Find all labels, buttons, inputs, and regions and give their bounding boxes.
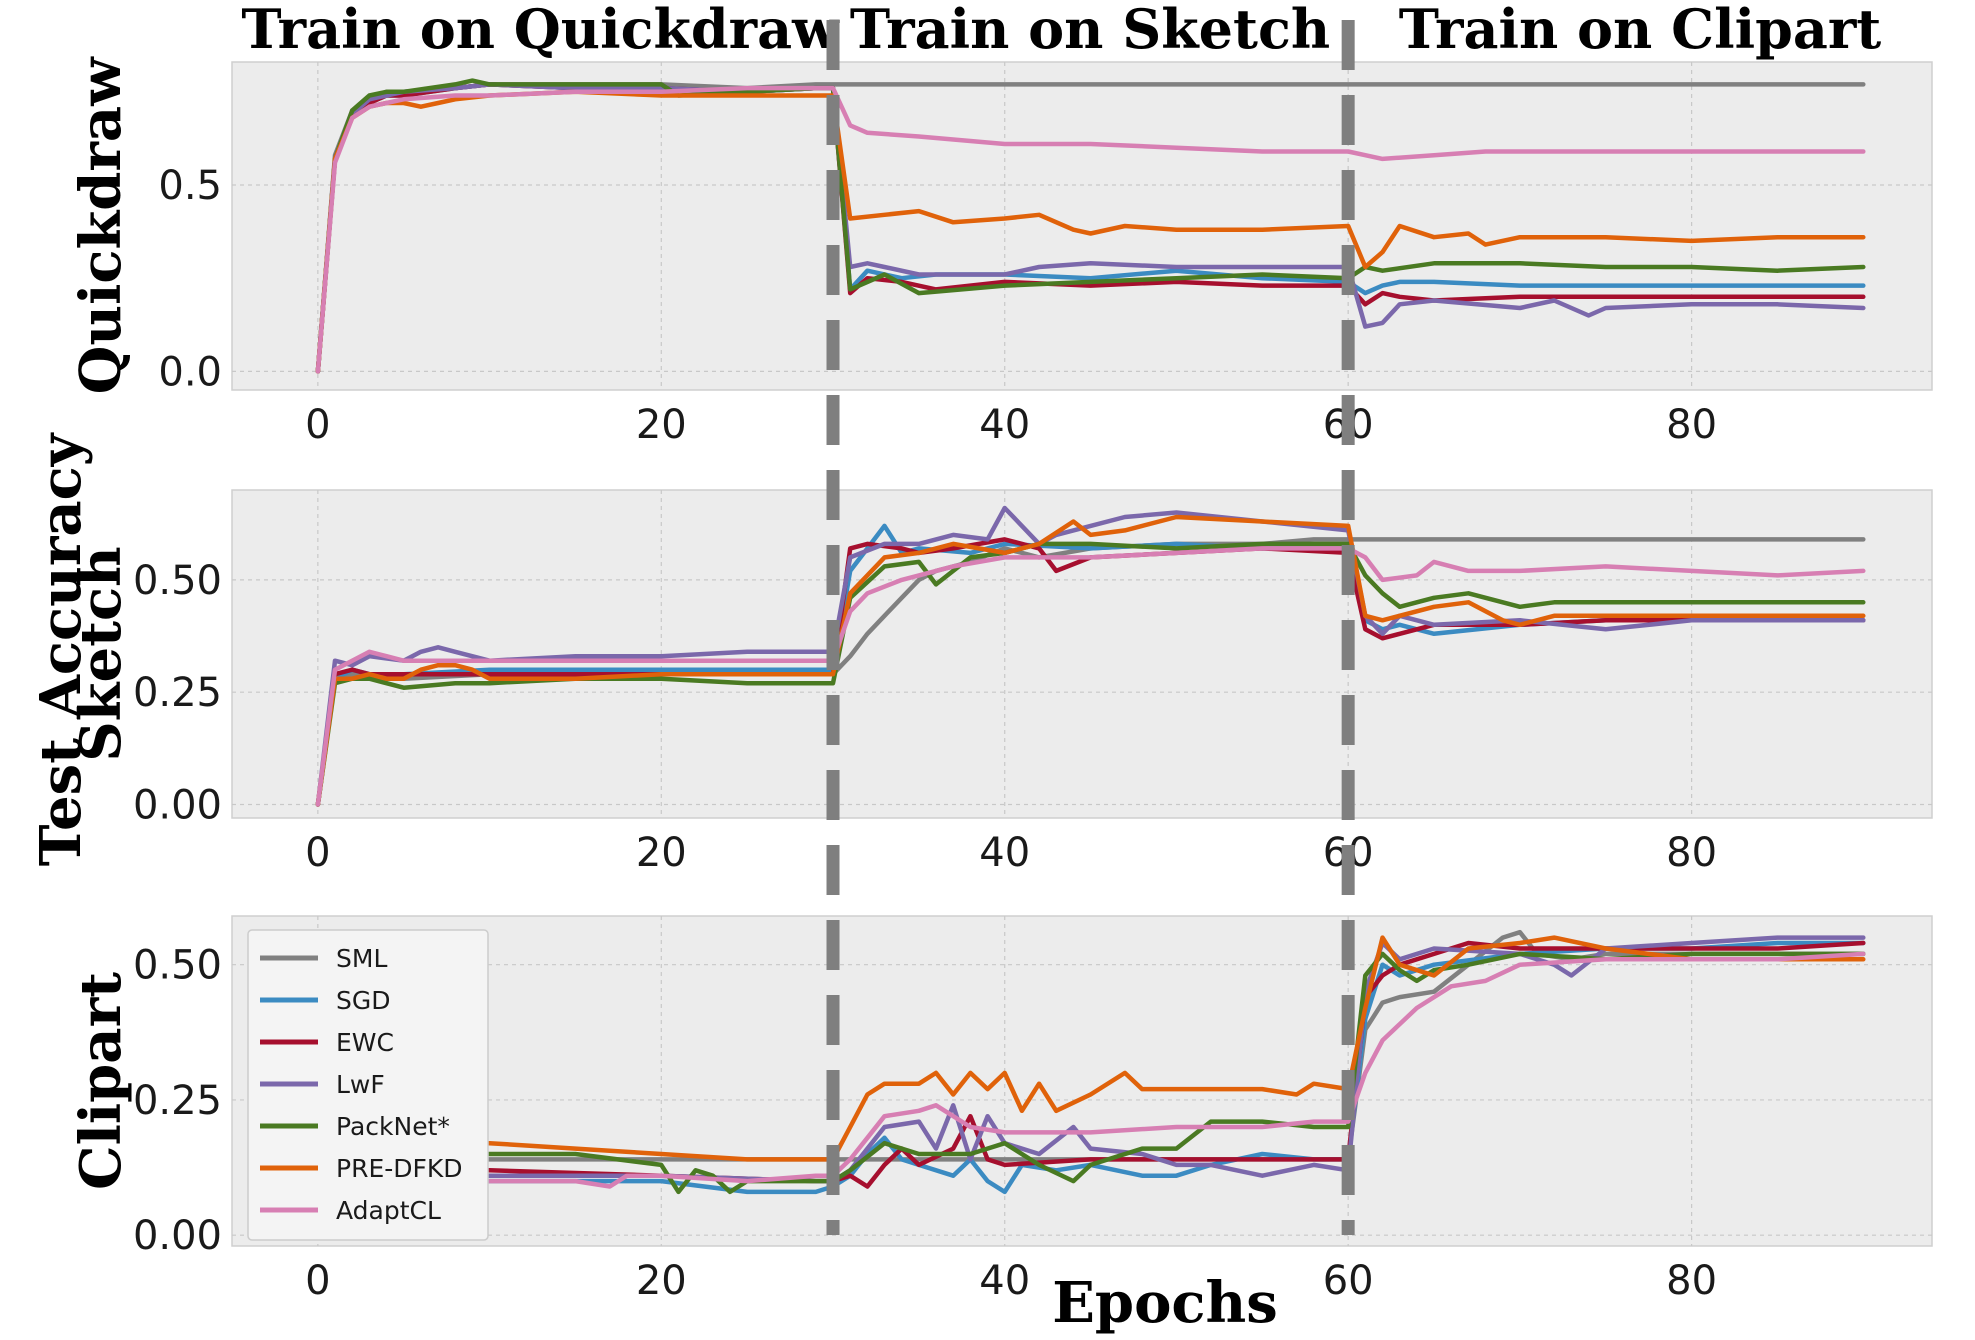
legend-label-pre-dfkd: PRE-DFKD: [336, 1154, 463, 1183]
y-axis-label: Clipart: [68, 972, 134, 1190]
series-line-pre-dfkd: [315, 935, 1866, 1238]
y-tick-label: 0.50: [133, 558, 222, 604]
x-tick-label: 0: [305, 830, 330, 876]
x-tick-label: 40: [979, 402, 1030, 448]
series-line-adaptcl: [315, 546, 1866, 807]
phase-title-clipart: Train on Clipart: [1399, 0, 1882, 61]
y-tick-label: 0.0: [158, 349, 222, 395]
legend-label-sgd: SGD: [336, 986, 391, 1015]
x-tick-label: 0: [305, 402, 330, 448]
phase-separators: [826, 20, 1355, 1235]
shared-x-axis-label: Epochs: [1052, 1270, 1278, 1336]
legend-label-adaptcl: AdaptCL: [336, 1196, 441, 1225]
x-tick-label: 80: [1666, 1258, 1717, 1304]
legend: SML SGD EWC LwF PackNet* PRE-DFKD AdaptCL: [247, 929, 489, 1241]
series-line-packnet: [315, 78, 1866, 374]
x-tick-label: 20: [636, 402, 687, 448]
phase-title-sketch: Train on Sketch: [850, 0, 1330, 61]
shared-y-axis-label: Test Accuracy: [28, 432, 94, 866]
series-line-packnet: [315, 541, 1866, 807]
y-tick-label: 0.00: [133, 783, 222, 829]
x-tick-label: 40: [979, 830, 1030, 876]
x-tick-label: 20: [636, 1258, 687, 1304]
legend-label-lwf: LwF: [336, 1070, 385, 1099]
legend-label-sml: SML: [336, 944, 387, 973]
x-tick-label: 0: [305, 1258, 330, 1304]
series-line-adaptcl: [315, 85, 1866, 374]
x-tick-label: 80: [1666, 402, 1717, 448]
x-tick-label: 80: [1666, 830, 1717, 876]
y-tick-label: 0.5: [158, 163, 222, 209]
legend-label-packnet: PackNet*: [336, 1112, 450, 1141]
phase-title-quickdraw: Train on Quickdraw: [241, 0, 840, 61]
y-tick-label: 0.25: [133, 670, 222, 716]
y-axis-label: Sketch: [68, 546, 134, 762]
y-tick-label: 0.50: [133, 943, 222, 989]
series-line-pre-dfkd: [315, 89, 1866, 374]
plot-area: [231, 61, 1933, 391]
series-line-pre-dfkd: [315, 514, 1866, 807]
plot-area: [231, 915, 1933, 1247]
y-tick-label: 0.25: [133, 1078, 222, 1124]
x-tick-label: 20: [636, 830, 687, 876]
series-line-sgd: [315, 523, 1866, 807]
x-tick-label: 40: [979, 1258, 1030, 1304]
y-tick-label: 0.00: [133, 1213, 222, 1259]
legend-box: [247, 929, 489, 1241]
series-line-adaptcl: [315, 951, 1866, 1238]
series-line-sgd: [315, 940, 1866, 1238]
legend-label-ewc: EWC: [336, 1028, 394, 1057]
y-axis-label: Quickdraw: [68, 56, 134, 395]
x-tick-label: 60: [1323, 1258, 1374, 1304]
